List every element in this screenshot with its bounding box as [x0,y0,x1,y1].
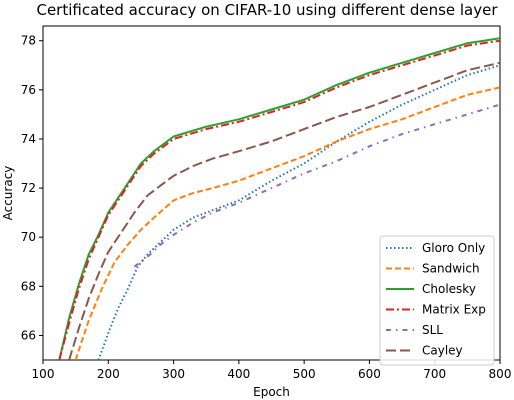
x-axis-label: Epoch [253,385,290,399]
plot-frame [42,25,501,361]
x-axis-ticks: 100 200 300 400 500 600 700 800 [32,360,512,381]
x-tick-label: 200 [97,367,120,381]
legend-label: Cayley [422,344,463,358]
x-tick-label: 300 [162,367,185,381]
x-tick-label: 400 [227,367,250,381]
y-tick-label: 76 [21,83,36,97]
legend-label: Gloro Only [422,241,485,255]
series-line-cholesky [58,37,500,360]
x-tick-label: 700 [423,367,446,381]
series-line-matrix-exp [58,39,500,360]
series-layer [58,37,500,360]
legend-label: Sandwich [422,262,480,276]
series-line-sll [133,103,500,268]
x-tick-label: 100 [32,367,55,381]
legend-label: Matrix Exp [422,303,486,317]
y-tick-label: 66 [21,328,36,342]
y-tick-label: 78 [21,34,36,48]
y-axis-label: Accuracy [1,166,15,221]
series-line-sandwich [74,86,500,360]
y-tick-label: 72 [21,181,36,195]
legend: Gloro Only Sandwich Cholesky Matrix Exp SLL C… [379,235,495,366]
legend-label: Cholesky [422,282,476,296]
chart-title: Certificated accuracy on CIFAR-10 using … [36,1,498,19]
x-tick-label: 600 [358,367,381,381]
x-tick-label: 500 [293,367,316,381]
y-tick-label: 74 [21,132,36,146]
series-line-cayley [68,61,500,360]
y-tick-label: 68 [21,279,36,293]
legend-label: SLL [422,323,443,337]
y-axis-ticks: 66 68 70 72 74 76 78 [21,34,43,342]
x-tick-label: 800 [489,367,512,381]
series-line-gloro-only [97,64,500,360]
y-tick-label: 70 [21,230,36,244]
